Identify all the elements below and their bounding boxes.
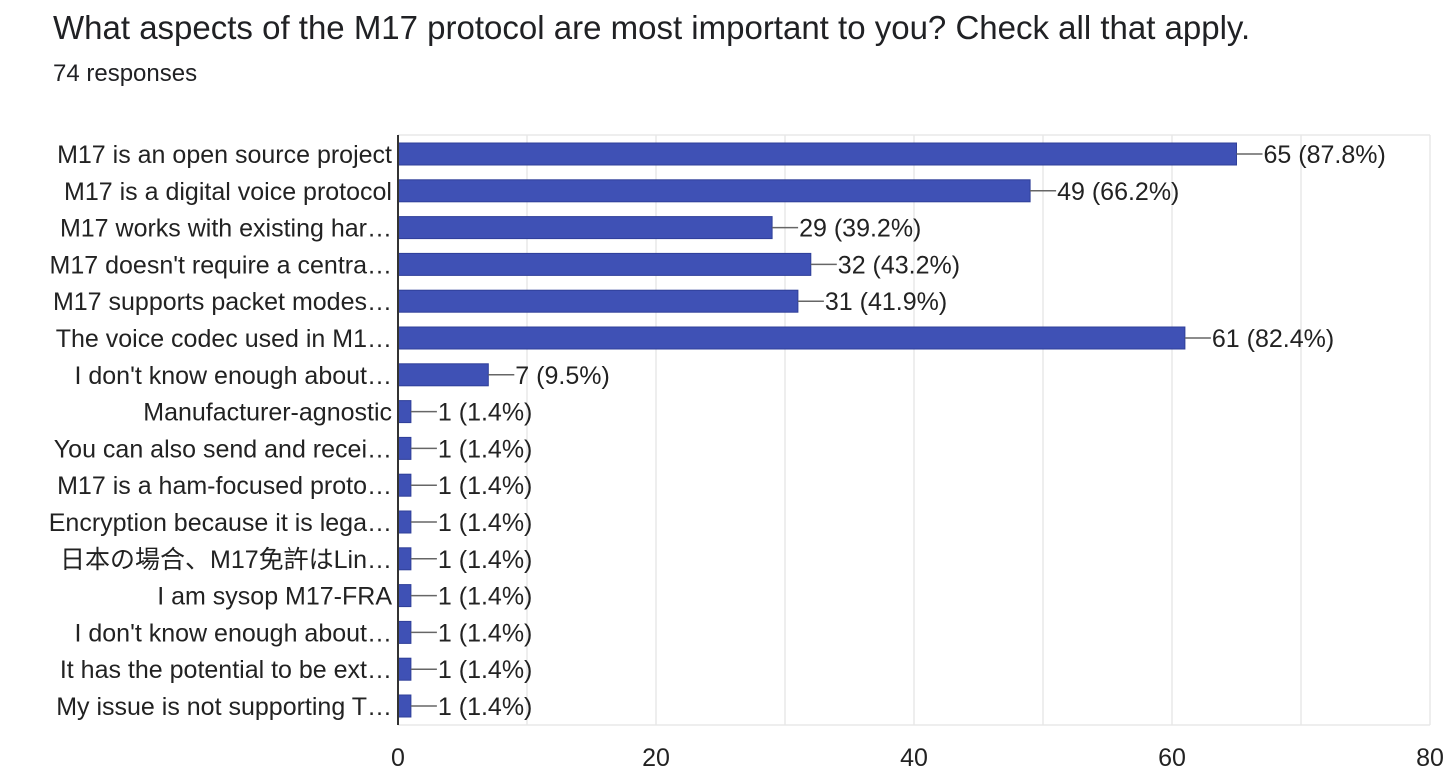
data-label: 1 (1.4%): [438, 399, 532, 427]
data-label: 65 (87.8%): [1264, 141, 1386, 169]
category-label: M17 is a digital voice protocol: [64, 178, 392, 206]
bar: [397, 657, 412, 681]
bar: [397, 400, 412, 424]
category-label: M17 is a ham-focused proto…: [57, 472, 392, 500]
category-label: 日本の場合、M17免許はLin…: [60, 546, 392, 574]
bar: [397, 326, 1186, 350]
data-label: 32 (43.2%): [838, 251, 960, 279]
x-tick-label: 80: [1416, 744, 1444, 772]
data-label: 61 (82.4%): [1212, 325, 1334, 353]
category-label: I am sysop M17-FRA: [157, 583, 392, 611]
chart-title: What aspects of the M17 protocol are mos…: [53, 9, 1251, 46]
category-label: I don't know enough about…: [74, 619, 392, 647]
bar: [397, 252, 812, 276]
data-label: 1 (1.4%): [438, 472, 532, 500]
category-label: The voice codec used in M1…: [56, 325, 392, 353]
category-label: M17 is an open source project: [57, 141, 392, 169]
data-label: 1 (1.4%): [438, 546, 532, 574]
x-tick-label: 20: [642, 744, 670, 772]
bar: [397, 694, 412, 718]
category-label: I don't know enough about…: [74, 362, 392, 390]
bar: [397, 289, 799, 313]
category-label: My issue is not supporting T…: [56, 693, 392, 721]
category-label: M17 works with existing har…: [60, 215, 392, 243]
bar: [397, 179, 1031, 203]
category-label: Manufacturer-agnostic: [143, 399, 392, 427]
data-label: 31 (41.9%): [825, 288, 947, 316]
bar: [397, 547, 412, 571]
bar: [397, 363, 489, 387]
x-tick-label: 40: [900, 744, 928, 772]
category-label: You can also send and recei…: [54, 435, 392, 463]
data-label: 1 (1.4%): [438, 509, 532, 537]
category-label: M17 supports packet modes…: [53, 288, 392, 316]
bar: [397, 473, 412, 497]
data-label: 1 (1.4%): [438, 656, 532, 684]
category-label: M17 doesn't require a centra…: [50, 251, 392, 279]
bar: [397, 436, 412, 460]
category-label: It has the potential to be ext…: [60, 656, 392, 684]
data-label: 29 (39.2%): [799, 215, 921, 243]
data-label: 7 (9.5%): [515, 362, 609, 390]
data-label: 1 (1.4%): [438, 619, 532, 647]
bar: [397, 216, 773, 240]
data-label: 49 (66.2%): [1057, 178, 1179, 206]
data-label: 1 (1.4%): [438, 583, 532, 611]
x-tick-label: 0: [391, 744, 405, 772]
x-tick-label: 60: [1158, 744, 1186, 772]
bar: [397, 510, 412, 534]
data-label: 1 (1.4%): [438, 693, 532, 721]
bar: [397, 620, 412, 644]
bar: [397, 584, 412, 608]
category-label: Encryption because it is lega…: [49, 509, 392, 537]
bar: [397, 142, 1237, 166]
response-count: 74 responses: [53, 60, 198, 87]
data-label: 1 (1.4%): [438, 435, 532, 463]
